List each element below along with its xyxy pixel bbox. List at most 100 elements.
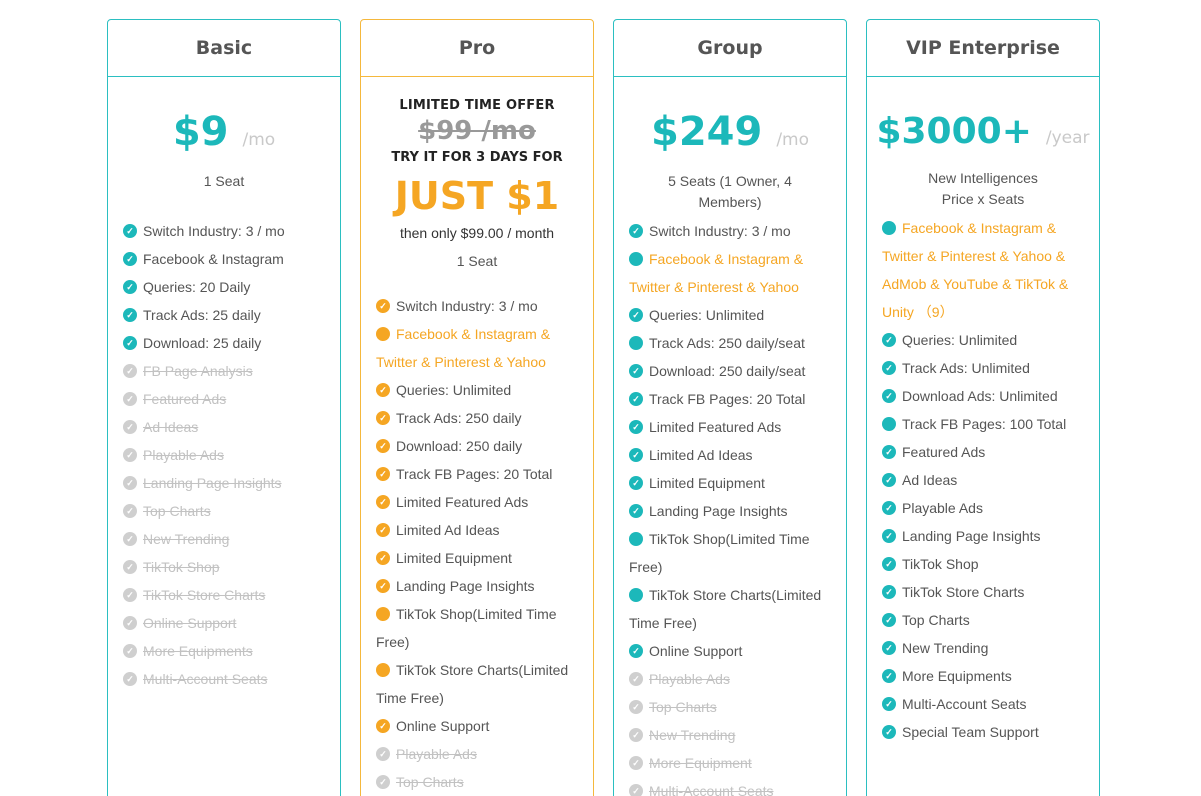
feature-item: ✓ Download: 250 daily [376,432,581,460]
check-circle-icon: ✓ [376,551,390,565]
feature-label: New Trending [143,531,230,547]
check-circle-icon: ✓ [882,529,896,543]
feature-label: Featured Ads [143,391,227,407]
feature-label: Switch Industry: 3 / mo [396,298,538,314]
feature-label: TikTok Shop [143,559,220,575]
feature-label: TikTok Shop [902,556,979,572]
feature-item: ✓ Landing Page Insights [882,522,1087,550]
feature-item: ✓ Download Ads: Unlimited [882,382,1087,410]
feature-label: FB Page Analysis [143,363,253,379]
price-line: $249 /mo [614,109,846,155]
seats-line: New Intelligences [928,170,1038,186]
check-circle-icon: ✓ [629,364,643,378]
trial-line: TRY IT FOR 3 DAYS FOR [391,150,563,165]
feature-label: Queries: Unlimited [902,332,1018,348]
feature-label: Track FB Pages: 20 Total [649,391,806,407]
check-circle-icon: ✓ [629,252,650,266]
check-circle-icon: ✓ [882,333,896,347]
seats-line: Price x Seats [941,191,1025,207]
feature-item: ✓ Facebook & Instagram & Twitter & Pinter… [376,320,581,376]
feature-label: Track FB Pages: 20 Total [396,466,553,482]
check-circle-icon: ✓ [882,361,896,375]
check-circle-icon: ✓ [882,585,896,599]
plan-title: Basic [108,20,340,77]
feature-item: ✓ Track FB Pages: 20 Total [376,460,581,488]
feature-list: ✓ Switch Industry: 3 / mo ✓ Facebook & Inst… [614,217,846,796]
feature-item: ✓ Top Charts [376,768,581,796]
feature-label: Facebook & Instagram & Twitter & Pintere… [882,220,1069,320]
feature-label: Playable Ads [143,447,224,463]
feature-item: ✓ More Equipments [123,637,328,665]
feature-item: ✓ Track Ads: 250 daily [376,404,581,432]
feature-item: ✓ Track Ads: 250 daily/seat [629,329,834,357]
feature-label: Download Ads: Unlimited [902,388,1058,404]
price-line: $3000+ /year [867,111,1099,152]
feature-item: ✓ Top Charts [123,497,328,525]
feature-item: ✓ Top Charts [629,693,834,721]
feature-item: ✓ Featured Ads [123,385,328,413]
price-line: $9 /mo [108,109,340,155]
feature-item: ✓ Queries: Unlimited [882,326,1087,354]
feature-item: ✓ Facebook & Instagram [123,245,328,273]
feature-label: Download: 25 daily [143,335,262,351]
check-circle-icon: ✓ [882,613,896,627]
feature-item: ✓ Limited Ad Ideas [376,516,581,544]
check-circle-icon: ✓ [882,557,896,571]
price-amount: $3000+ [876,111,1032,152]
feature-item: ✓ Download: 250 daily/seat [629,357,834,385]
feature-label: Playable Ads [396,746,477,762]
feature-item: ✓ Ad Ideas [123,413,328,441]
plan-title: Group [614,20,846,77]
check-circle-icon: ✓ [123,420,137,434]
feature-label: Featured Ads [902,444,986,460]
feature-label: Playable Ads [902,500,983,516]
feature-label: Playable Ads [649,671,730,687]
check-circle-icon: ✓ [629,448,643,462]
feature-item: ✓ More Equipment [629,749,834,777]
check-circle-icon: ✓ [882,641,896,655]
check-circle-icon: ✓ [123,336,137,350]
feature-label: Queries: Unlimited [649,307,765,323]
feature-label: TikTok Shop(Limited Time Free) [629,531,810,575]
seats-line: 1 Seat [203,173,245,189]
feature-item: ✓ Playable Ads [123,441,328,469]
offer-title: LIMITED TIME OFFER [399,98,555,113]
price-period: /mo [242,130,276,150]
feature-label: Landing Page Insights [143,475,282,491]
feature-item: ✓ FB Page Analysis [123,357,328,385]
feature-item: ✓ Online Support [123,609,328,637]
feature-item: ✓ Track FB Pages: 20 Total [629,385,834,413]
feature-label: Special Team Support [902,724,1039,740]
check-circle-icon: ✓ [123,448,137,462]
feature-label: TikTok Store Charts [143,587,266,603]
check-circle-icon: ✓ [629,308,643,322]
feature-item: ✓ Top Charts [882,606,1087,634]
check-circle-icon: ✓ [376,775,390,789]
feature-label: Switch Industry: 3 / mo [143,223,285,239]
check-circle-icon: ✓ [123,364,137,378]
feature-item: ✓ Special Team Support [882,718,1087,746]
check-circle-icon: ✓ [629,728,643,742]
feature-item: ✓ Landing Page Insights [376,572,581,600]
price-amount: $249 [650,109,763,155]
check-circle-icon: ✓ [376,299,390,313]
feature-label: Limited Featured Ads [396,494,529,510]
feature-list: ✓ Switch Industry: 3 / mo ✓ Facebook & Inst… [108,217,340,693]
feature-item: ✓ Online Support [376,712,581,740]
plan-title: Pro [361,20,593,77]
feature-label: Ad Ideas [902,472,958,488]
check-circle-icon: ✓ [629,476,643,490]
feature-label: Track Ads: 250 daily/seat [649,335,805,351]
feature-item: ✓ Playable Ads [629,665,834,693]
check-circle-icon: ✓ [123,560,137,574]
feature-label: New Trending [649,727,736,743]
feature-label: Online Support [649,643,743,659]
price-period: /year [1045,128,1090,148]
seats-line: 1 Seat [456,253,498,269]
feature-item: ✓ TikTok Store Charts(Limited Time Free) [376,656,581,712]
check-circle-icon: ✓ [123,504,137,518]
feature-item: ✓ New Trending [882,634,1087,662]
feature-item: ✓ More Equipments [882,662,1087,690]
feature-label: Landing Page Insights [649,503,788,519]
check-circle-icon: ✓ [123,532,137,546]
